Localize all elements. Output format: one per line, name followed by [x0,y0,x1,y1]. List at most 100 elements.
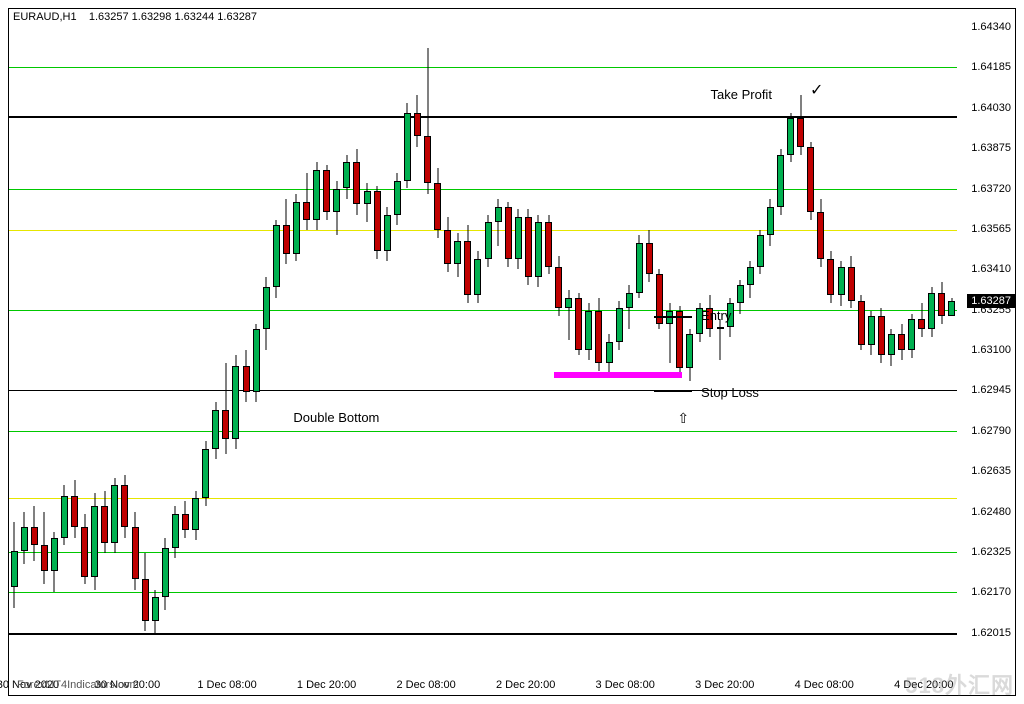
watermark-text: ForexMT4Indicators.com [17,679,139,691]
y-tick-label: 1.62015 [971,627,1011,639]
candle [263,27,270,673]
candle [132,27,139,673]
candle [676,27,683,673]
candle [101,27,108,673]
candle [283,27,290,673]
candle [626,27,633,673]
candle [555,27,562,673]
candle [162,27,169,673]
annotation-label: Take Profit [711,87,772,102]
symbol-label: EURAUD,H1 [13,11,77,23]
candle [61,27,68,673]
candle [495,27,502,673]
y-tick-label: 1.63875 [971,142,1011,154]
candle [313,27,320,673]
y-tick-label: 1.63410 [971,263,1011,275]
candle [898,27,905,673]
plot-area[interactable]: Take ProfitEntryStop LossDouble Bottom⇧✓… [9,27,957,673]
candle [333,27,340,673]
candle [232,27,239,673]
annotation-label: Entry [701,308,731,323]
candle [666,27,673,673]
candle [888,27,895,673]
candle [243,27,250,673]
candle [293,27,300,673]
y-tick-label: 1.63565 [971,223,1011,235]
marker-line [654,390,692,392]
candle [777,27,784,673]
annotation-label: Stop Loss [701,385,759,400]
x-tick-label: 2 Dec 20:00 [496,679,555,691]
candle [565,27,572,673]
candle [908,27,915,673]
candle [646,27,653,673]
candle [444,27,451,673]
candle [353,27,360,673]
x-axis: 30 Nov 202030 Nov 20:001 Dec 08:001 Dec … [9,673,957,695]
candle [273,27,280,673]
candle [706,27,713,673]
candle [152,27,159,673]
candle [545,27,552,673]
candle [717,27,724,673]
candle [636,27,643,673]
candle [686,27,693,673]
candle [222,27,229,673]
arrow-up-icon: ⇧ [677,410,689,427]
candle [434,27,441,673]
candle [515,27,522,673]
y-tick-label: 1.62170 [971,586,1011,598]
y-tick-label: 1.62945 [971,384,1011,396]
candle [595,27,602,673]
candle [727,27,734,673]
candle [81,27,88,673]
y-tick-label: 1.62480 [971,506,1011,518]
candle [838,27,845,673]
candle [485,27,492,673]
candle [868,27,875,673]
candle [253,27,260,673]
y-axis: 1.643401.641851.640301.638751.637201.635… [957,27,1015,673]
candle [767,27,774,673]
y-tick-label: 1.63255 [971,304,1011,316]
candle [212,27,219,673]
candle [787,27,794,673]
x-tick-label: 3 Dec 20:00 [695,679,754,691]
candle [202,27,209,673]
candle [474,27,481,673]
candle [656,27,663,673]
chart-header: EURAUD,H1 1.63257 1.63298 1.63244 1.6328… [13,11,257,23]
check-icon: ✓ [810,80,823,100]
candle [585,27,592,673]
candle [21,27,28,673]
candle [303,27,310,673]
candle [71,27,78,673]
y-tick-label: 1.64340 [971,21,1011,33]
candle [797,27,804,673]
candle [575,27,582,673]
y-tick-label: 1.62325 [971,546,1011,558]
x-tick-label: 3 Dec 08:00 [596,679,655,691]
candle [343,27,350,673]
candle [807,27,814,673]
y-tick-label: 1.64030 [971,102,1011,114]
marker-line [748,116,805,118]
candle [142,27,149,673]
candle [424,27,431,673]
candle [918,27,925,673]
candle [364,27,371,673]
x-tick-label: 1 Dec 08:00 [197,679,256,691]
candle [11,27,18,673]
candle [323,27,330,673]
candle [384,27,391,673]
candle [928,27,935,673]
candle [525,27,532,673]
candle [121,27,128,673]
candle [41,27,48,673]
candle [374,27,381,673]
y-tick-label: 1.63720 [971,183,1011,195]
candle [535,27,542,673]
candle [606,27,613,673]
chart-container: EURAUD,H1 1.63257 1.63298 1.63244 1.6328… [8,8,1016,696]
candle [848,27,855,673]
